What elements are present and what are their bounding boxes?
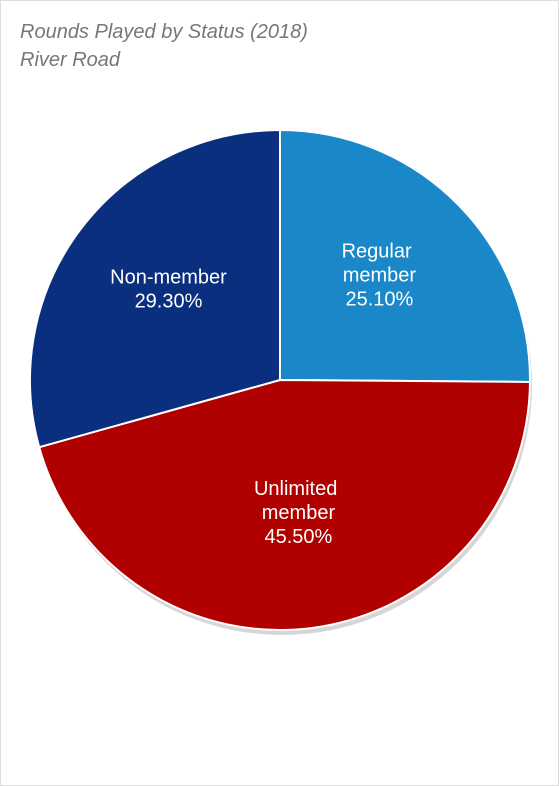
category-line: Unlimited (254, 478, 343, 500)
category-line: member (343, 264, 417, 286)
slice-category: Non-member (110, 266, 227, 288)
category-line: Non-member (110, 266, 227, 288)
slice-value-label: 25.10% (345, 288, 413, 310)
chart-title: Rounds Played by Status (2018) (20, 21, 308, 43)
slice-category: Regular member (342, 240, 418, 286)
pie-slice (37, 378, 532, 631)
pie-slice (279, 128, 531, 383)
category-line: Regular (342, 240, 418, 262)
slice-value-label: 29.30% (135, 290, 203, 312)
chart-subtitle: River Road (20, 49, 121, 71)
category-line: member (262, 502, 336, 524)
slice-category: Unlimited member (254, 478, 343, 524)
pie-slice (29, 128, 281, 449)
slice-value-label: 45.50% (265, 526, 333, 548)
